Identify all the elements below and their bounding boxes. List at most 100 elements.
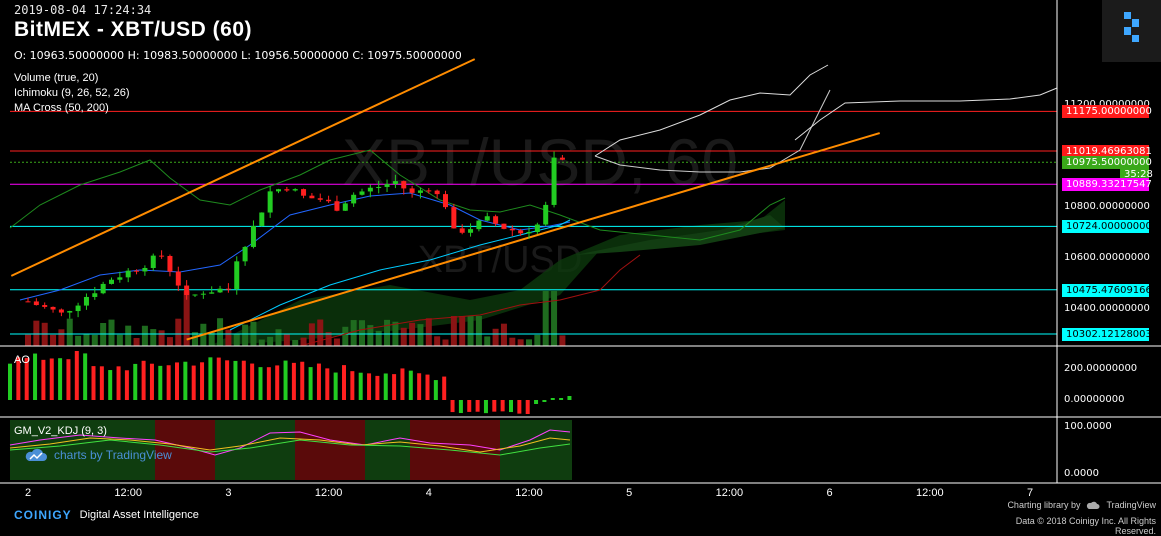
ao-bar [116,366,121,400]
horizontal-levels[interactable] [10,110,1057,335]
volume-bar [534,334,541,346]
candle-body [367,187,373,192]
candle-body [384,184,390,187]
ao-bar [166,365,171,400]
senkou-b [299,254,641,347]
volume-bar [125,325,132,346]
price-tick-label: 10600.00000000 [1064,252,1150,263]
copyright: Data © 2018 Coinigy Inc. All Rights Rese… [1015,516,1156,536]
candle-body [92,293,98,297]
ao-bar [283,360,288,400]
ao-bar [308,367,313,400]
ao-bar [8,363,12,400]
footer-credits: Charting library by TradingView Data © 2… [984,500,1156,536]
ao-bar [33,353,38,400]
candle-body [192,294,198,296]
volume-bar [400,327,407,346]
ao-bar [534,400,539,404]
trendline [186,132,880,341]
ao-bar [517,400,522,414]
ichimoku-kumo [575,215,785,255]
ao-bar [417,373,422,400]
ao-bar [350,371,355,400]
ao-bar [325,368,330,400]
tradingview-link-text[interactable]: charts by TradingView [54,448,172,462]
cloud-edge-a [594,89,831,173]
volume-bar [233,334,240,346]
ohlc-readout: O: 10963.50000000 H: 10983.50000000 L: 1… [14,49,462,62]
ao-tick-label: 0.00000000 [1064,394,1125,405]
indicator-volume[interactable]: Volume (true, 20) [14,72,99,84]
candle-body [351,194,357,204]
volume-bar [292,339,299,346]
volume-bar [217,318,224,346]
candle-body [83,296,89,306]
candle-body [250,225,256,247]
ao-bar [266,367,271,400]
candle-body [175,271,181,286]
kdj-pane-label[interactable]: GM_V2_KDJ (9, 3) [14,425,107,437]
candle-body [200,293,206,295]
indicator-ma-cross[interactable]: MA Cross (50, 200) [14,102,109,114]
candle-body [451,207,457,229]
ao-bar [200,362,205,400]
volume-bar [275,329,282,346]
volume-bar [225,329,232,346]
ao-bar [108,370,113,400]
timestamp: 2019-08-04 17:24:34 [14,3,152,17]
kdj-j-line [9,429,571,456]
tradingview-brand[interactable]: TradingView [1106,500,1156,510]
ichimoku-cloud [210,200,785,346]
candle-body [142,267,148,272]
candle-body [342,203,348,211]
volume-bar [450,316,457,346]
kdj-band [365,420,410,480]
ao-bar [425,374,430,400]
kdj-d-line [9,439,571,456]
time-tick-label: 4 [425,487,432,499]
candle-body [501,223,507,229]
volume-bar [375,330,382,346]
volume-bar [258,339,265,346]
candle-body [434,190,440,195]
candle-body [334,201,340,211]
ao-bar [400,368,405,400]
volume-bar [116,334,123,346]
time-tick-label: 5 [626,487,633,499]
candle-body [225,288,231,290]
volume-bar [459,316,466,346]
charting-library-text: Charting library by [1007,500,1081,510]
price-tick-label: 10800.00000000 [1064,201,1150,212]
ao-bar [300,361,305,400]
ao-bar [191,365,196,400]
volume-bar [425,318,432,346]
indicator-ichimoku[interactable]: Ichimoku (9, 26, 52, 26) [14,87,130,99]
trendlines[interactable] [10,58,880,341]
tradingview-link[interactable]: charts by TradingView [24,448,172,462]
candle-body [359,191,365,195]
coinigy-brand[interactable]: COINIGY [14,508,72,522]
chart-title: BitMEX - XBT/USD (60) [14,18,253,41]
kdj-band [500,420,572,480]
candle-body [33,301,39,306]
ao-pane-label[interactable]: AO [14,354,30,366]
time-tick-label: 12:00 [916,487,944,499]
candle-body [326,199,332,202]
ao-bar [141,360,146,400]
candle-body [58,309,64,313]
time-tick-label: 12:00 [715,487,744,499]
coinigy-logo-icon[interactable] [1102,0,1161,62]
ao-bar [383,373,388,400]
trendline [10,58,476,277]
volume-bar [417,324,424,346]
time-tick-label: 7 [1026,487,1034,499]
time-tick-label: 6 [826,487,833,499]
volume-bar [434,336,441,346]
ao-bar [408,370,413,400]
volume-bar [183,291,190,346]
candle-body [493,216,499,224]
ao-histogram [8,350,572,414]
volume-bar [192,332,198,346]
ao-bar [483,400,488,414]
